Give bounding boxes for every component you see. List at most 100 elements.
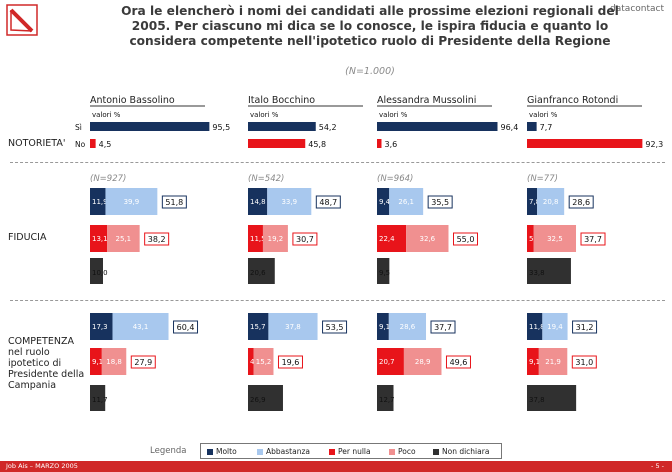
label-fiducia-non-dichiara-1: 20,6: [250, 269, 266, 277]
bar-fiducia-non-dichiara-3: [527, 258, 571, 284]
label-fiducia-pos-total-1: 48,7: [319, 198, 337, 207]
sample-size: (N=1.000): [345, 66, 395, 77]
bar-competenza-per-nulla-2: [377, 348, 404, 375]
label-competenza-abbastanza-3: 19,4: [547, 323, 563, 331]
separator-2: [10, 300, 665, 301]
box-fiducia-neg-1: [292, 232, 318, 246]
label-competenza-neg-total-2: 49,6: [450, 358, 468, 367]
label-fiducia-non-dichiara-3: 33,8: [529, 269, 545, 277]
label-fiducia-non-dichiara-0: 10,0: [92, 269, 108, 277]
bar-fiducia-abbastanza-0: [105, 188, 158, 215]
n-fiducia-0: (N=927): [90, 174, 126, 184]
bar-competenza-non-dichiara-0: [90, 385, 106, 411]
footer-right: - 5 -: [651, 462, 664, 470]
label-competenza-pos-total-3: 31,2: [576, 323, 594, 332]
bar-fiducia-non-dichiara-1: [248, 258, 275, 284]
label-competenza-molto-3: 11,8: [529, 323, 545, 331]
label-fiducia-abbastanza-2: 26,1: [398, 198, 414, 206]
section-label-fiducia: FIDUCIA: [8, 232, 47, 243]
unit-label-1: valori %: [250, 111, 279, 119]
box-fiducia-pos-0: [161, 195, 187, 209]
legend: Molto Abbastanza Per nulla Poco Non dich…: [200, 443, 502, 459]
unit-label-2: valori %: [379, 111, 408, 119]
n-fiducia-3: (N=77): [527, 174, 558, 184]
label-competenza-neg-total-1: 19,6: [282, 358, 300, 367]
label-competenza-molto-1: 15,7: [250, 323, 266, 331]
bar-notorieta-no-2: [377, 139, 382, 148]
label-fiducia-molto-0: 11,9: [92, 198, 108, 206]
box-competenza-pos-3: [572, 320, 598, 334]
n-fiducia-2: (N=964): [377, 174, 413, 184]
region-logo-icon: [6, 4, 38, 36]
bar-notorieta-si-1: [248, 122, 316, 131]
bar-notorieta-si-2: [377, 122, 498, 131]
label-notorieta-no-0: 4,5: [99, 140, 112, 149]
bar-competenza-per-nulla-0: [90, 348, 102, 375]
label-fiducia-neg-total-3: 37,7: [584, 235, 602, 244]
bar-notorieta-si-0: [90, 122, 210, 131]
n-fiducia-1: (N=542): [248, 174, 284, 184]
category-label-no: No: [75, 140, 86, 149]
bar-competenza-non-dichiara-1: [248, 385, 283, 411]
bar-competenza-abbastanza-0: [112, 313, 169, 340]
bar-competenza-poco-0: [101, 348, 127, 375]
label-competenza-per-nulla-0: 9,1: [92, 358, 103, 366]
bar-fiducia-abbastanza-3: [537, 188, 565, 215]
bar-competenza-molto-1: [248, 313, 269, 340]
bar-competenza-per-nulla-1: [248, 348, 254, 375]
box-fiducia-pos-1: [315, 195, 341, 209]
label-competenza-abbastanza-1: 37,8: [285, 323, 301, 331]
label-fiducia-pos-total-2: 35,5: [431, 198, 449, 207]
label-competenza-poco-3: 21,9: [545, 358, 561, 366]
legend-item-per-nulla: Per nulla: [329, 447, 371, 456]
box-competenza-pos-2: [430, 320, 456, 334]
candidate-name-3: Gianfranco Rotondi: [527, 95, 618, 106]
legend-item-molto: Molto: [207, 447, 237, 456]
brand-logo: datacontact: [610, 4, 664, 14]
label-competenza-non-dichiara-1: 26,9: [250, 396, 266, 404]
bar-fiducia-non-dichiara-2: [377, 258, 390, 284]
label-competenza-pos-total-2: 37,7: [434, 323, 452, 332]
bar-fiducia-non-dichiara-0: [90, 258, 103, 284]
label-notorieta-no-3: 92,3: [645, 140, 663, 149]
separator-1: [10, 162, 665, 163]
bar-notorieta-no-3: [527, 139, 643, 148]
bar-fiducia-poco-0: [107, 225, 140, 252]
bar-fiducia-molto-2: [377, 188, 390, 215]
label-competenza-abbastanza-2: 28,6: [400, 323, 416, 331]
label-fiducia-poco-3: 32,5: [547, 235, 563, 243]
bar-fiducia-per-nulla-1: [248, 225, 263, 252]
label-fiducia-neg-total-0: 38,2: [148, 235, 166, 244]
label-competenza-pos-total-0: 60,4: [177, 323, 195, 332]
bar-competenza-poco-2: [403, 348, 442, 375]
bar-fiducia-per-nulla-3: [527, 225, 534, 252]
box-competenza-pos-1: [322, 320, 348, 334]
legend-title: Legenda: [150, 446, 187, 456]
bar-fiducia-molto-3: [527, 188, 538, 215]
bar-competenza-non-dichiara-2: [377, 385, 394, 411]
label-competenza-neg-total-0: 27,9: [134, 358, 152, 367]
footer-left: Job Ais – MARZO 2005: [6, 462, 78, 470]
section-label-notorieta: NOTORIETA': [8, 138, 66, 149]
bar-fiducia-abbastanza-1: [267, 188, 312, 215]
label-notorieta-no-2: 3,6: [385, 140, 398, 149]
label-competenza-non-dichiara-2: 12,7: [379, 396, 395, 404]
label-notorieta-si-3: 7,7: [540, 123, 553, 132]
label-fiducia-molto-1: 14,8: [250, 198, 266, 206]
bar-competenza-abbastanza-2: [388, 313, 427, 340]
bar-competenza-molto-2: [377, 313, 389, 340]
label-fiducia-pos-total-0: 51,8: [165, 198, 183, 207]
bar-notorieta-si-3: [527, 122, 537, 131]
label-competenza-neg-total-3: 31,0: [575, 358, 593, 367]
label-competenza-non-dichiara-0: 11,7: [92, 396, 108, 404]
section-label-competenza: COMPETENZA nel ruolo ipotetico di Presid…: [8, 336, 85, 391]
label-competenza-molto-0: 17,3: [92, 323, 108, 331]
bar-notorieta-no-1: [248, 139, 306, 148]
box-fiducia-neg-0: [144, 232, 170, 246]
box-fiducia-neg-3: [580, 232, 606, 246]
bar-competenza-non-dichiara-3: [527, 385, 577, 411]
legend-item-non-dichiara: Non dichiara: [433, 447, 489, 456]
bar-competenza-poco-3: [538, 348, 568, 375]
bar-competenza-abbastanza-1: [268, 313, 318, 340]
